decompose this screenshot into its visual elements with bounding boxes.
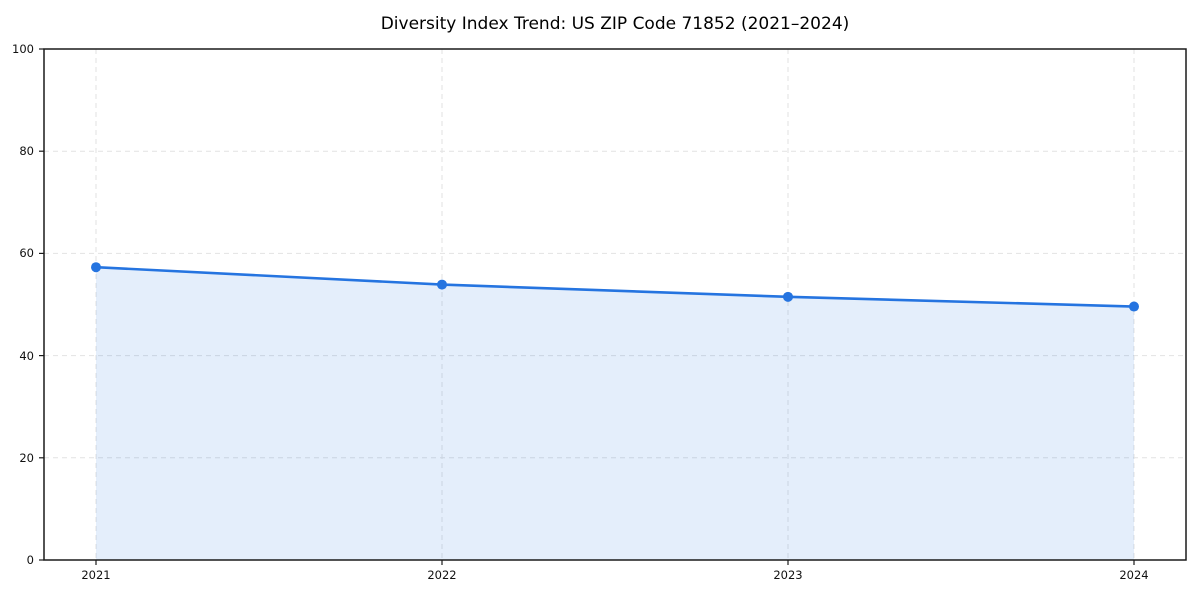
- x-tick-label-2024: 2024: [1119, 568, 1149, 582]
- x-tick-label-2021: 2021: [81, 568, 111, 582]
- data-point-2022: [437, 279, 447, 290]
- data-point-2024: [1129, 301, 1139, 312]
- trend-line: [94, 265, 1136, 308]
- data-point-2023: [783, 291, 793, 302]
- y-tick-label-60: 60: [19, 246, 34, 261]
- data-point-2021: [91, 262, 101, 273]
- y-tick-label-40: 40: [19, 348, 34, 363]
- x-tick-label-2022: 2022: [427, 568, 457, 582]
- y-tick-label-0: 0: [26, 553, 34, 567]
- x-tick-label-2023: 2023: [773, 568, 803, 582]
- y-tick-label-80: 80: [19, 144, 34, 159]
- area-fill: [96, 267, 1134, 560]
- plot-border: [43, 48, 1187, 561]
- chart-title: Diversity Index Trend: US ZIP Code 71852…: [380, 14, 850, 34]
- y-tick-label-20: 20: [19, 450, 34, 465]
- y-tick-label-100: 100: [12, 42, 34, 56]
